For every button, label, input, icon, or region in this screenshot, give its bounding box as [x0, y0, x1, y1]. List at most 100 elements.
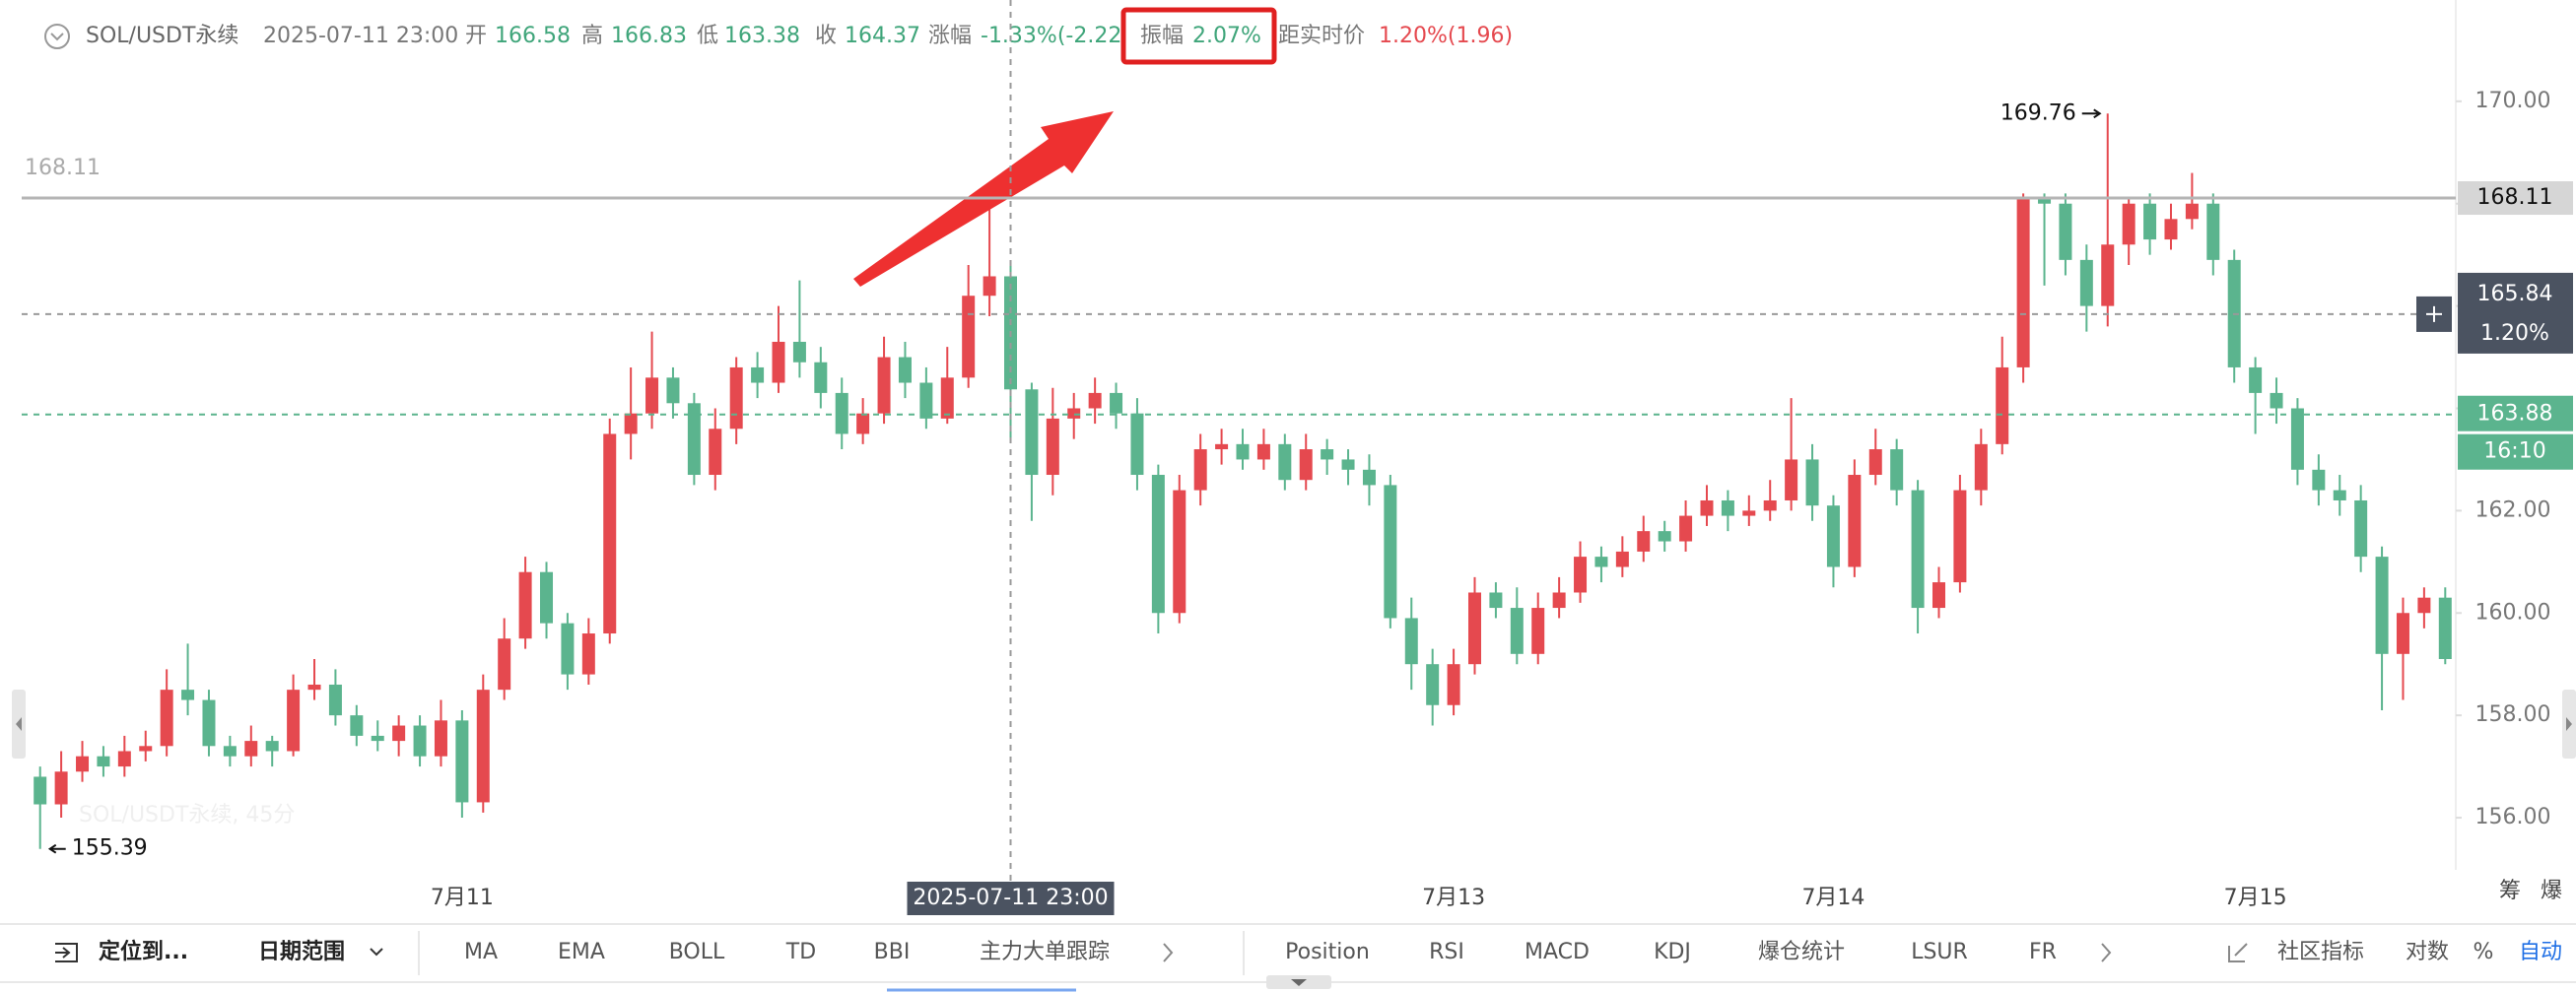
candle-body	[581, 633, 595, 675]
sub-indicator-button[interactable]: MACD	[1525, 940, 1590, 964]
sub-indicator-button[interactable]: Position	[1285, 940, 1370, 964]
label: 距实时价	[1278, 24, 1365, 48]
candle-body	[1384, 485, 1397, 619]
candle-body	[455, 720, 469, 803]
label: 涨幅	[928, 24, 972, 48]
percent-toggle[interactable]: %	[2474, 940, 2494, 964]
collapse-chevron	[50, 33, 64, 41]
candle-body	[814, 362, 828, 393]
candle-body	[2396, 613, 2409, 654]
candle-body	[666, 377, 680, 404]
sub-indicator-button[interactable]: RSI	[1429, 940, 1464, 964]
value: 166.83	[611, 24, 687, 48]
candle-body	[1278, 443, 1292, 481]
candle-body	[1341, 459, 1355, 470]
candle-body	[877, 357, 891, 414]
locate-icon	[55, 943, 78, 962]
candle-body	[2185, 203, 2199, 220]
candle-body	[1594, 557, 1608, 567]
candle-body	[1467, 592, 1481, 665]
more-chevron[interactable]	[1163, 943, 1174, 962]
candle-body	[1932, 582, 1945, 609]
candle-body	[2312, 469, 2326, 491]
value: 2.07%	[1192, 24, 1261, 48]
value: 164.37	[845, 24, 920, 48]
candle-body	[624, 413, 638, 434]
crosshair-price-box	[2458, 272, 2573, 354]
candle-body	[1953, 490, 1967, 583]
candle-body	[983, 276, 996, 297]
candle-body	[371, 735, 384, 742]
more-chevron[interactable]	[2101, 943, 2112, 962]
candle-body	[2249, 366, 2263, 393]
crosshair-change-label: 1.20%	[2480, 321, 2549, 346]
x-tick-label: 7月14	[1801, 886, 1864, 910]
sub-indicator-button[interactable]: KDJ	[1654, 940, 1691, 964]
candle-body	[392, 725, 406, 742]
candle-body	[2438, 597, 2452, 660]
indicator-button[interactable]: 主力大单跟踪	[980, 940, 1110, 964]
candle-body	[307, 684, 321, 691]
candle-body	[687, 403, 701, 476]
candle-body	[1868, 449, 1882, 476]
collapse-icon[interactable]	[44, 24, 70, 49]
dropdown-chevron	[370, 948, 383, 957]
crosshair-time-label: 2025-07-11 23:00	[913, 886, 1108, 910]
candle-body	[835, 392, 848, 434]
candle-body	[2079, 259, 2093, 306]
candle-body	[1848, 475, 1862, 567]
candle-body	[1552, 592, 1566, 609]
indicator-button[interactable]: TD	[785, 940, 816, 964]
y-tick-label: 158.00	[2475, 702, 2551, 727]
sub-indicator-button[interactable]: LSUR	[1911, 940, 1968, 964]
x-tick-label: 7月13	[1422, 886, 1485, 910]
candle-body	[2016, 198, 2030, 367]
indicator-button[interactable]: BBI	[874, 940, 911, 964]
candle-body	[2059, 203, 2072, 260]
candle-body	[2417, 597, 2431, 614]
candle-body	[97, 756, 110, 767]
candle-body	[1531, 608, 1545, 654]
y-tick-label: 156.00	[2475, 805, 2551, 829]
candle-body	[265, 741, 279, 752]
candle-body	[498, 638, 511, 691]
candle-body	[2290, 408, 2304, 470]
sub-indicator-button[interactable]: 爆仓统计	[1758, 940, 1845, 964]
locate-button[interactable]: 定位到...	[99, 939, 188, 964]
auto-toggle[interactable]: 自动	[2519, 940, 2562, 964]
side-tab[interactable]: 筹	[2499, 879, 2521, 903]
candle-body	[1763, 499, 1777, 511]
candle-body	[117, 751, 131, 767]
countdown-box	[2458, 433, 2573, 470]
y-tick-label: 160.00	[2475, 600, 2551, 625]
candle-body	[645, 377, 659, 414]
community-icon	[2228, 943, 2248, 962]
last-price-box	[2458, 395, 2573, 431]
candle-body	[729, 366, 743, 430]
indicator-button[interactable]: MA	[464, 940, 498, 964]
candle-body	[751, 366, 765, 383]
candle-body	[1447, 664, 1460, 705]
date-range-button[interactable]: 日期范围	[258, 940, 345, 964]
candle-body	[1996, 366, 2009, 444]
log-toggle[interactable]: 对数	[2406, 940, 2449, 964]
indicator-button[interactable]: EMA	[558, 940, 605, 964]
candle-body	[160, 690, 173, 747]
value: 163.38	[724, 24, 800, 48]
side-tab[interactable]: 爆	[2541, 879, 2562, 903]
candle-body	[1151, 475, 1165, 614]
x-tick-label: 7月11	[431, 886, 494, 910]
add-icon	[2426, 305, 2442, 322]
candle-body	[434, 720, 447, 757]
time: 2025-07-11 23:00	[263, 24, 458, 48]
candle-body	[856, 413, 870, 434]
candle-body	[1911, 490, 1925, 609]
indicator-button[interactable]: BOLL	[669, 940, 725, 964]
candle-body	[1088, 392, 1102, 409]
sub-indicator-button[interactable]: FR	[2029, 940, 2057, 964]
candle-body	[1046, 418, 1059, 476]
candle-body	[1826, 505, 1840, 567]
community-indicators[interactable]: 社区指标	[2277, 940, 2364, 964]
candle-body	[898, 357, 912, 383]
x-tick-label: 7月15	[2224, 886, 2287, 910]
